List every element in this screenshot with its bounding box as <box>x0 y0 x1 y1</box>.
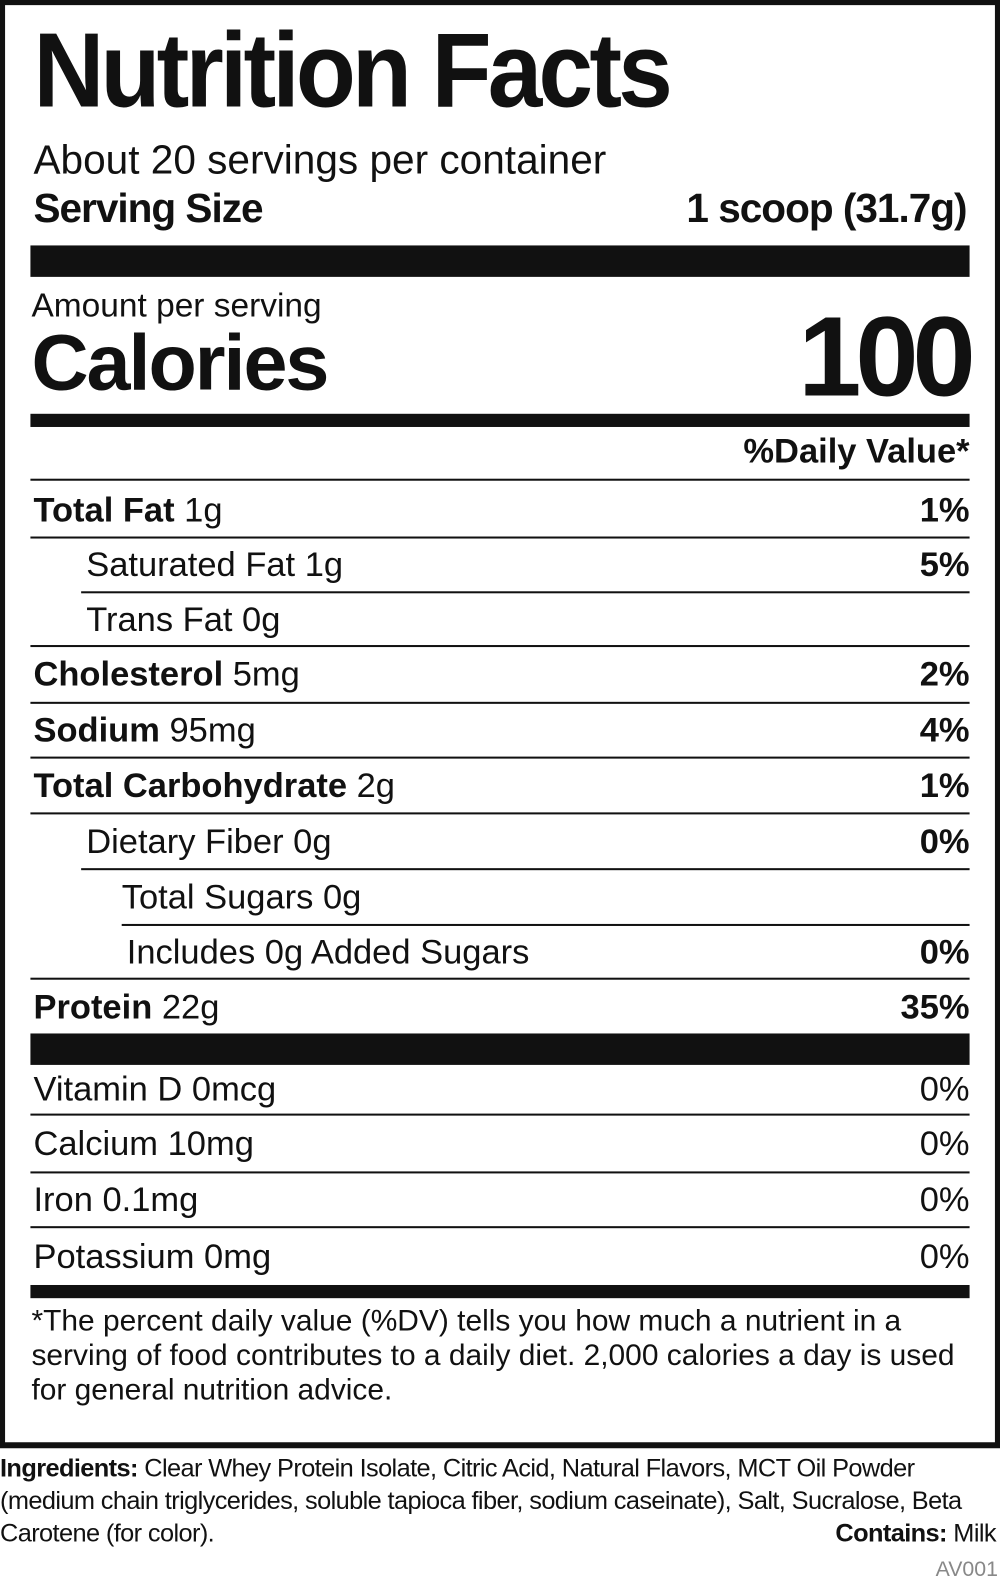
medium-divider <box>30 413 970 427</box>
ingredients-label: Ingredients: <box>0 1454 138 1483</box>
nutrient-name: Saturated Fat 1g <box>81 548 343 582</box>
nutrient-name: Total Fat 1g <box>30 492 222 526</box>
ingredients: Ingredients: Clear Whey Protein Isolate,… <box>0 1452 996 1549</box>
nutrient-row: Trans Fat 0g <box>30 593 970 648</box>
nutrient-row: Cholesterol 5mg 2% <box>30 647 970 704</box>
micronutrient-row: Iron 0.1mg 0% <box>30 1173 970 1229</box>
nutrient-amount: 95mg <box>169 710 256 750</box>
allergen-contains: Contains: Milk <box>835 1517 996 1549</box>
divider <box>30 478 970 481</box>
servings-per-container: About 20 servings per container <box>33 137 607 183</box>
micronutrient-daily-value: 0% <box>919 1180 970 1220</box>
micronutrient-row: Calcium 10mg 0% <box>30 1116 970 1174</box>
nutrient-amount: 0g <box>293 822 332 861</box>
serving-size-value: 1 scoop (31.7g) <box>686 186 967 232</box>
nutrient-label: Trans Fat <box>86 599 233 639</box>
calories-label: Calories <box>31 317 329 407</box>
nutrient-label: Total Fat <box>33 490 175 529</box>
thick-divider <box>30 245 970 277</box>
nutrient-amount: 1g <box>184 490 223 529</box>
micronutrient-label: Potassium <box>33 1237 195 1276</box>
nutrient-row: Saturated Fat 1g 5% <box>81 539 970 594</box>
micronutrient-daily-value: 0% <box>919 1069 970 1109</box>
amount-per-serving: Amount per serving <box>31 286 322 324</box>
serving-size: Serving Size 1 scoop (31.7g) <box>33 186 967 232</box>
nutrient-row: Total Fat 1g 1% <box>30 483 970 539</box>
contains-text: Milk <box>953 1519 996 1548</box>
nutrient-daily-value: 35% <box>900 987 970 1026</box>
micronutrient-row: Vitamin D 0mcg 0% <box>30 1065 970 1116</box>
micronutrient-label: Vitamin D <box>33 1069 183 1109</box>
nutrient-row: Dietary Fiber 0g 0% <box>81 814 970 871</box>
nutrient-name: Trans Fat 0g <box>30 602 280 636</box>
nutrient-label: Total Carbohydrate <box>33 766 348 805</box>
nutrient-name: Dietary Fiber 0g <box>81 824 331 858</box>
nutrient-name: Cholesterol 5mg <box>30 657 299 691</box>
nutrient-amount: 0g <box>242 599 281 639</box>
nutrient-name: Total Carbohydrate 2g <box>30 768 395 802</box>
nutrient-daily-value: 1% <box>919 766 970 805</box>
thick-divider <box>30 1033 970 1065</box>
micronutrient-name: Potassium 0mg <box>30 1239 271 1273</box>
nutrient-label: Cholesterol <box>33 655 224 694</box>
nutrient-label: Includes 0g Added Sugars <box>126 932 530 972</box>
nutrient-label: Dietary Fiber <box>86 822 284 861</box>
contains-label: Contains: <box>835 1519 947 1548</box>
micronutrient-amount: 0mcg <box>191 1069 277 1109</box>
nutrient-amount: 2g <box>356 766 395 805</box>
nutrient-name: Protein 22g <box>30 989 219 1023</box>
nutrient-label: Protein <box>33 987 153 1026</box>
nutrient-name: Sodium 95mg <box>30 713 255 747</box>
micronutrient-label: Iron <box>33 1180 93 1220</box>
nutrient-daily-value: 0% <box>919 822 970 861</box>
nutrient-row: Includes 0g Added Sugars 0% <box>30 926 970 980</box>
nutrient-amount: 5mg <box>232 655 300 694</box>
daily-value-header: %Daily Value* <box>743 432 970 471</box>
nutrient-label: Sodium <box>33 710 160 750</box>
micronutrient-name: Vitamin D 0mcg <box>30 1072 276 1106</box>
micronutrient-name: Calcium 10mg <box>30 1126 253 1160</box>
medium-divider <box>30 1284 970 1299</box>
nutrient-name: Total Sugars 0g <box>122 880 362 914</box>
nutrient-amount: 22g <box>161 987 220 1026</box>
nutrient-row: Protein 22g 35% <box>30 980 969 1034</box>
micronutrient-label: Calcium <box>33 1124 159 1163</box>
nutrition-facts-panel <box>0 0 1000 1449</box>
micronutrient-amount: 10mg <box>167 1124 254 1163</box>
panel-title: Nutrition Facts <box>33 12 672 130</box>
micronutrient-row: Potassium 0mg 0% <box>30 1228 969 1285</box>
nutrient-amount: 0g <box>322 877 362 917</box>
ingredients-text: Clear Whey Protein Isolate, Citric Acid,… <box>0 1454 962 1548</box>
footnote: *The percent daily value (%DV) tells you… <box>31 1304 955 1407</box>
nutrient-name: Includes 0g Added Sugars <box>30 932 530 972</box>
micronutrient-daily-value: 0% <box>919 1124 970 1163</box>
nutrient-daily-value: 4% <box>919 710 970 750</box>
micronutrient-daily-value: 0% <box>919 1237 970 1276</box>
nutrient-daily-value: 5% <box>919 545 970 585</box>
nutrient-row: Sodium 95mg 4% <box>30 704 970 759</box>
nutrient-daily-value: 1% <box>919 490 970 529</box>
nutrient-daily-value: 2% <box>919 655 970 694</box>
nutrient-label: Saturated Fat <box>86 545 296 585</box>
product-code: AV001 <box>935 1557 998 1582</box>
nutrient-daily-value: 0% <box>919 932 970 972</box>
nutrient-amount: 1g <box>304 545 344 585</box>
micronutrient-amount: 0mg <box>204 1237 272 1276</box>
nutrient-row: Total Carbohydrate 2g 1% <box>30 759 970 815</box>
serving-size-label: Serving Size <box>33 186 263 232</box>
micronutrient-amount: 0.1mg <box>102 1180 199 1220</box>
nutrient-row: Total Sugars 0g <box>121 870 970 926</box>
calories-value: 100 <box>798 293 975 420</box>
nutrient-label: Total Sugars <box>121 877 314 917</box>
micronutrient-name: Iron 0.1mg <box>30 1183 198 1217</box>
